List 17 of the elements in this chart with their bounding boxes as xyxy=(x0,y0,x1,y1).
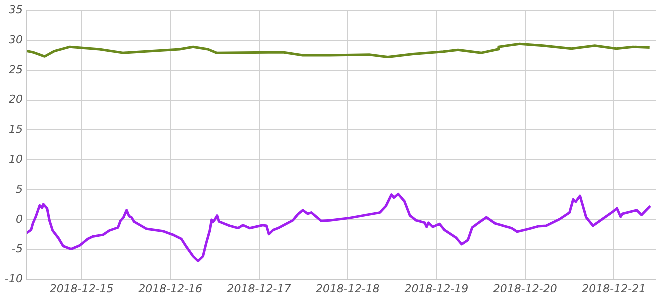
y-tick-label: 10 xyxy=(9,153,23,166)
y-tick-label: 20 xyxy=(9,93,23,106)
y-tick-label: 15 xyxy=(9,123,23,136)
y-tick-label: 35 xyxy=(9,3,23,16)
x-tick-label: 2018-12-19 xyxy=(404,282,469,296)
x-tick-label: 2018-12-16 xyxy=(138,282,203,296)
y-tick-label: -5 xyxy=(12,242,23,256)
x-tick-label: 2018-12-21 xyxy=(582,282,646,296)
x-tick-label: 2018-12-20 xyxy=(493,282,558,296)
y-tick-label: 0 xyxy=(16,212,23,226)
y-tick-label: 30 xyxy=(9,33,23,46)
y-tick-label: 25 xyxy=(9,63,23,76)
x-tick-label: 2018-12-18 xyxy=(316,282,380,296)
x-tick-label: 2018-12-17 xyxy=(227,282,292,296)
y-tick-label: -10 xyxy=(5,272,23,286)
y-tick-label: 5 xyxy=(16,182,23,196)
x-tick-label: 2018-12-15 xyxy=(50,282,114,296)
